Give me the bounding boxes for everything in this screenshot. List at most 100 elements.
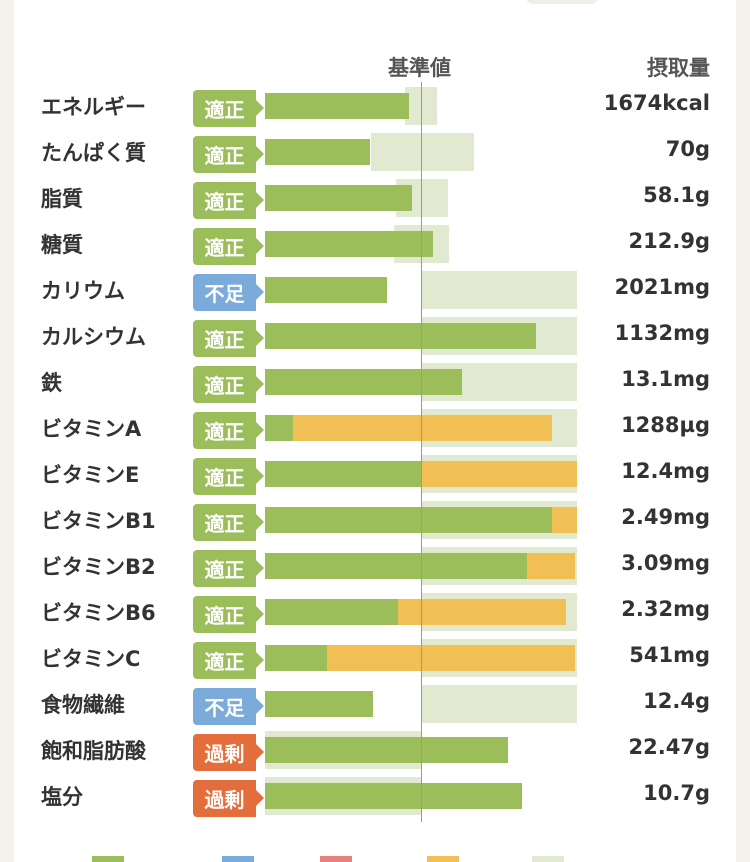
status-badge: 適正 [193,642,264,679]
top-strip [14,0,736,17]
nutrient-label: ビタミンB2 [41,555,156,579]
nutrient-label: カルシウム [41,325,146,349]
intake-value: 1132mg [614,321,710,345]
intake-bar-over [293,415,553,441]
status-badge: 過剰 [193,780,264,817]
intake-value: 1288µg [621,413,710,437]
nutrient-label: 糖質 [41,233,83,257]
status-badge: 過剰 [193,734,264,771]
nutrient-label: ビタミンB6 [41,601,156,625]
status-badge: 適正 [193,550,264,587]
nutrient-label: エネルギー [41,95,146,119]
nutrient-row: エネルギー 適正 1674kcal [0,83,750,127]
nutrient-row: ビタミンE 適正 12.4mg [0,451,750,495]
intake-bar-over [327,645,576,671]
legend-swatch-over [427,856,459,862]
intake-bar [265,553,528,579]
recommended-range [421,271,577,309]
intake-value: 12.4mg [621,459,710,483]
nutrient-label: カリウム [41,279,125,303]
status-badge: 適正 [193,182,264,219]
intake-bar [265,415,294,441]
intake-bar [265,461,421,487]
standard-header: 基準値 [388,56,451,80]
nutrient-label: 塩分 [41,785,83,809]
intake-value: 1674kcal [603,91,710,115]
nutrient-row: ビタミンC 適正 541mg [0,635,750,679]
recommended-range [421,685,577,723]
nutrient-row: カリウム 不足 2021mg [0,267,750,311]
nutrient-label: 食物繊維 [41,693,125,717]
intake-bar-over [552,507,577,533]
intake-value: 70g [665,137,710,161]
intake-value: 2021mg [614,275,710,299]
intake-bar-over [397,599,567,625]
legend-swatch-range [532,856,564,862]
intake-bar [265,277,387,303]
top-tab-pill[interactable] [526,0,598,4]
nutrient-row: カルシウム 適正 1132mg [0,313,750,357]
intake-bar [265,599,398,625]
nutrient-row: 食物繊維 不足 12.4g [0,681,750,725]
intake-value: 10.7g [643,781,710,805]
status-badge: 適正 [193,90,264,127]
recommended-range [405,87,437,125]
intake-bar [265,93,409,119]
intake-value: 541mg [629,643,710,667]
intake-bar-over [421,461,577,487]
intake-value: 2.49mg [621,505,710,529]
intake-bar [265,645,328,671]
status-badge: 適正 [193,458,264,495]
intake-bar [265,507,553,533]
nutrient-label: 脂質 [41,187,83,211]
status-badge: 適正 [193,596,264,633]
legend-swatch-deficient [222,856,254,862]
nutrient-label: ビタミンA [41,417,142,441]
intake-bar [265,139,370,165]
status-badge: 不足 [193,274,264,311]
legend-swatch-excess [320,856,352,862]
intake-bar [265,231,434,257]
nutrient-row: ビタミンB6 適正 2.32mg [0,589,750,633]
nutrient-row: 鉄 適正 13.1mg [0,359,750,403]
intake-bar [265,323,537,349]
nutrient-row: 脂質 適正 58.1g [0,175,750,219]
nutrient-label: ビタミンC [41,647,141,671]
legend [0,856,750,862]
status-badge: 適正 [193,504,264,541]
nutrient-row: 糖質 適正 212.9g [0,221,750,265]
nutrient-row: ビタミンB2 適正 3.09mg [0,543,750,587]
intake-value: 13.1mg [621,367,710,391]
intake-bar [265,783,523,809]
intake-value: 12.4g [643,689,710,713]
legend-swatch-adequate [92,856,124,862]
status-badge: 適正 [193,228,264,265]
intake-value: 3.09mg [621,551,710,575]
intake-value: 58.1g [643,183,710,207]
nutrient-row: たんぱく質 適正 70g [0,129,750,173]
intake-bar [265,369,462,395]
nutrient-label: ビタミンE [41,463,140,487]
reference-line [421,82,422,822]
status-badge: 適正 [193,136,264,173]
nutrient-label: 鉄 [41,371,62,395]
status-badge: 適正 [193,366,264,403]
nutrient-row: ビタミンA 適正 1288µg [0,405,750,449]
intake-bar [265,691,373,717]
nutrient-label: たんぱく質 [41,141,146,165]
intake-value: 2.32mg [621,597,710,621]
nutrient-row: 塩分 過剰 10.7g [0,773,750,817]
intake-header: 摂取量 [647,56,710,80]
nutrient-label: ビタミンB1 [41,509,156,533]
recommended-range [371,133,475,171]
status-badge: 不足 [193,688,264,725]
nutrient-row: 飽和脂肪酸 過剰 22.47g [0,727,750,771]
intake-bar [265,185,412,211]
intake-bar [265,737,509,763]
nutrient-label: 飽和脂肪酸 [41,739,146,763]
nutrient-row: ビタミンB1 適正 2.49mg [0,497,750,541]
status-badge: 適正 [193,320,264,357]
status-badge: 適正 [193,412,264,449]
intake-value: 22.47g [628,735,710,759]
intake-value: 212.9g [628,229,710,253]
